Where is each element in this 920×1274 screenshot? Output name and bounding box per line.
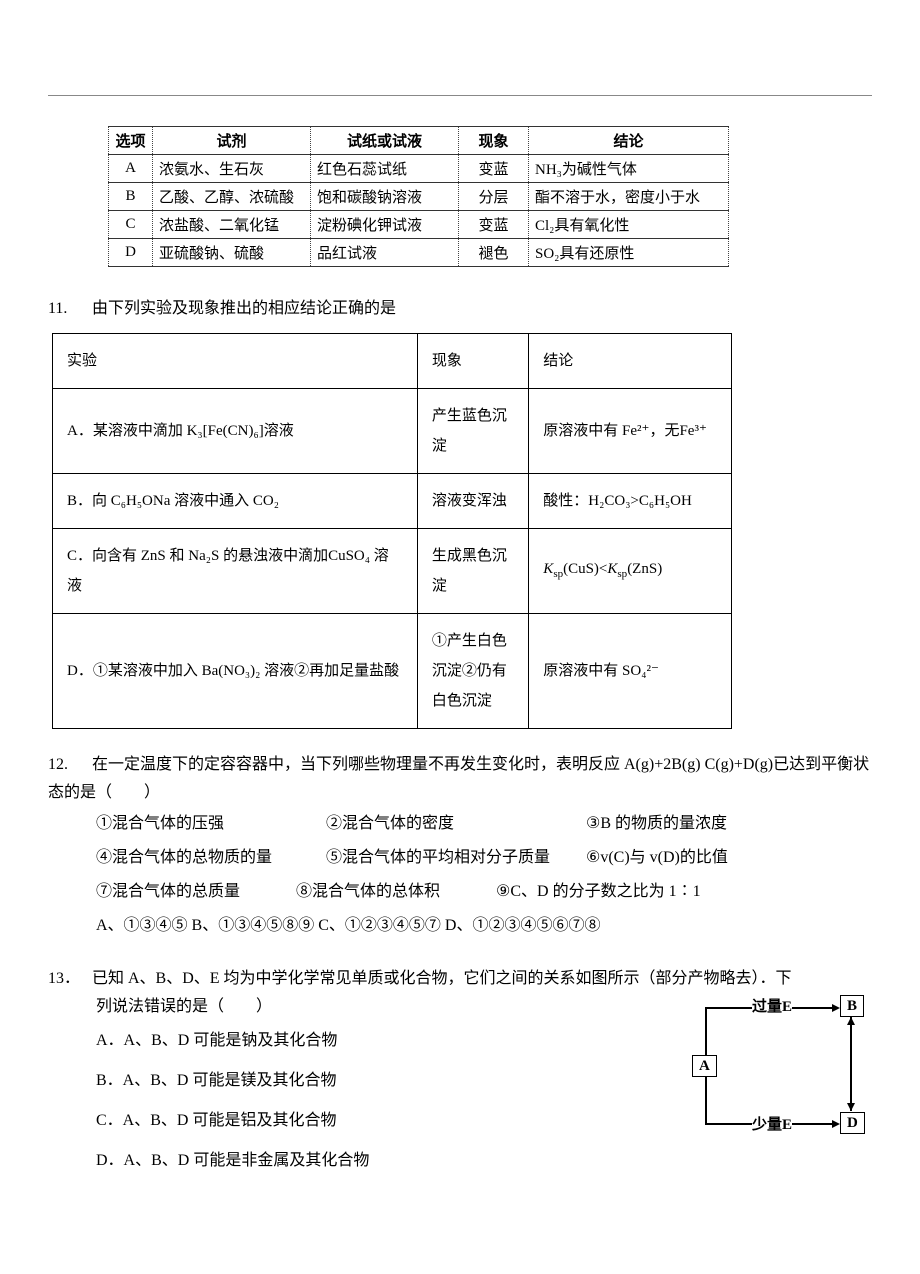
diagram-label-top: 过量E [752,993,792,1021]
table-row: A．某溶液中滴加 K₃[Fe(CN)₆]溶液产生蓝色沉淀原溶液中有 Fe²⁺，无… [53,389,732,474]
lab-cell-exp: A．某溶液中滴加 K₃[Fe(CN)₆]溶液 [53,389,418,474]
q13-choice-D: D．A、B、D 可能是非金属及其化合物 [96,1141,672,1181]
q11-stem: 由下列实验及现象推出的相应结论正确的是 [92,300,396,317]
table-row: D亚硫酸钠、硫酸品红试液褪色SO₂具有还原性 [109,239,729,267]
scan-cell: D [109,239,153,267]
q12-item-7: ⑦混合气体的总质量 [96,875,296,909]
scan-cell: Cl₂具有氧化性 [529,211,729,239]
table-row: B乙酸、乙醇、浓硫酸饱和碳酸钠溶液分层酯不溶于水，密度小于水 [109,183,729,211]
table-row: B．向 C₆H₅ONa 溶液中通入 CO₂溶液变浑浊酸性：H₂CO₃>C₆H₅O… [53,474,732,529]
q12-num: 12. [48,751,92,779]
lab-cell-exp: B．向 C₆H₅ONa 溶液中通入 CO₂ [53,474,418,529]
scan-cell: 淀粉碘化钾试液 [311,211,459,239]
scan-cell: 变蓝 [459,211,529,239]
scan-header-cell: 试剂 [153,127,311,155]
scan-cell: 分层 [459,183,529,211]
page: 选项试剂试纸或试液现象结论A浓氨水、生石灰红色石蕊试纸变蓝NH₃为碱性气体B乙酸… [0,0,920,1243]
q12-item-8: ⑧混合气体的总体积 [296,875,496,909]
lab-cell-phen: 生成黑色沉淀 [417,529,528,614]
scan-header-cell: 试纸或试液 [311,127,459,155]
scan-cell: B [109,183,153,211]
q13-text: 列说法错误的是（ ） A．A、B、D 可能是钠及其化合物 B．A、B、D 可能是… [48,993,672,1181]
q12-item-6: ⑥v(C)与 v(D)的比值 [586,841,816,875]
scan-cell: 浓氨水、生石灰 [153,155,311,183]
lab-cell-phen: ①产生白色沉淀②仍有白色沉淀 [417,614,528,729]
q13-stem-line2: 列说法错误的是（ ） [96,993,672,1021]
q12-stem: 在一定温度下的定容容器中，当下列哪些物理量不再发生变化时，表明反应 A(g)+2… [48,756,869,801]
question-11: 11.由下列实验及现象推出的相应结论正确的是 实验现象结论A．某溶液中滴加 K₃… [48,295,872,729]
top-rule [48,95,872,96]
lab-cell-conc: 原溶液中有 SO₄²⁻ [529,614,732,729]
q12-item-9: ⑨C、D 的分子数之比为 1∶1 [496,875,701,909]
q13-choice-C: C．A、B、D 可能是铝及其化合物 [96,1101,672,1141]
q12-choices: A、①③④⑤ B、①③④⑤⑧⑨ C、①②③④⑤⑦ D、①②③④⑤⑥⑦⑧ [96,909,872,943]
scan-header-cell: 现象 [459,127,529,155]
scan-cell: 红色石蕊试纸 [311,155,459,183]
table-row: C．向含有 ZnS 和 Na₂S 的悬浊液中滴加CuSO₄ 溶液生成黑色沉淀Ks… [53,529,732,614]
lab-cell-conc: Ksp(CuS)<Ksp(ZnS) [529,529,732,614]
scan-header-cell: 结论 [529,127,729,155]
scan-cell: C [109,211,153,239]
lab-cell-exp: C．向含有 ZnS 和 Na₂S 的悬浊液中滴加CuSO₄ 溶液 [53,529,418,614]
lab-cell-conc: 酸性：H₂CO₃>C₆H₅OH [529,474,732,529]
lab-cell-phen: 产生蓝色沉淀 [417,389,528,474]
q11-table-wrap: 实验现象结论A．某溶液中滴加 K₃[Fe(CN)₆]溶液产生蓝色沉淀原溶液中有 … [52,333,872,729]
table-row: D．①某溶液中加入 Ba(NO₃)₂ 溶液②再加足量盐酸①产生白色沉淀②仍有白色… [53,614,732,729]
scan-cell: 乙酸、乙醇、浓硫酸 [153,183,311,211]
lab-cell-conc: 原溶液中有 Fe²⁺，无Fe³⁺ [529,389,732,474]
diagram-node-B: B [840,995,864,1017]
question-12: 12.在一定温度下的定容容器中，当下列哪些物理量不再发生变化时，表明反应 A(g… [48,751,872,943]
scan-cell: 饱和碳酸钠溶液 [311,183,459,211]
scan-table-wrap: 选项试剂试纸或试液现象结论A浓氨水、生石灰红色石蕊试纸变蓝NH₃为碱性气体B乙酸… [108,126,872,267]
q13-choice-B: B．A、B、D 可能是镁及其化合物 [96,1061,672,1101]
q11-table: 实验现象结论A．某溶液中滴加 K₃[Fe(CN)₆]溶液产生蓝色沉淀原溶液中有 … [52,333,732,729]
scan-cell: 亚硫酸钠、硫酸 [153,239,311,267]
q12-item-2: ②混合气体的密度 [326,807,586,841]
lab-cell-exp: D．①某溶液中加入 Ba(NO₃)₂ 溶液②再加足量盐酸 [53,614,418,729]
q12-item-3: ③B 的物质的量浓度 [586,807,816,841]
diagram-node-D: D [840,1112,865,1134]
lab-header-cell: 结论 [529,334,732,389]
scan-header-cell: 选项 [109,127,153,155]
scan-cell: NH₃为碱性气体 [529,155,729,183]
q12-item-4: ④混合气体的总物质的量 [96,841,326,875]
question-13: 13．已知 A、B、D、E 均为中学化学常见单质或化合物，它们之间的关系如图所示… [48,965,872,1181]
scan-cell: 品红试液 [311,239,459,267]
scan-cell: 褪色 [459,239,529,267]
lab-header-cell: 实验 [53,334,418,389]
q11-num: 11. [48,295,92,323]
scan-cell: 酯不溶于水，密度小于水 [529,183,729,211]
scan-table: 选项试剂试纸或试液现象结论A浓氨水、生石灰红色石蕊试纸变蓝NH₃为碱性气体B乙酸… [108,126,729,267]
q13-diagram: A B D 过量E 少量E [672,995,872,1147]
table-row: C浓盐酸、二氧化锰淀粉碘化钾试液变蓝Cl₂具有氧化性 [109,211,729,239]
table-row: A浓氨水、生石灰红色石蕊试纸变蓝NH₃为碱性气体 [109,155,729,183]
q13-num: 13． [48,965,92,993]
lab-header-cell: 现象 [417,334,528,389]
q12-item-5: ⑤混合气体的平均相对分子质量 [326,841,586,875]
diagram-node-A: A [692,1055,717,1077]
scan-cell: A [109,155,153,183]
scan-cell: SO₂具有还原性 [529,239,729,267]
lab-cell-phen: 溶液变浑浊 [417,474,528,529]
q12-item-1: ①混合气体的压强 [96,807,326,841]
q13-choices: A．A、B、D 可能是钠及其化合物 B．A、B、D 可能是镁及其化合物 C．A、… [96,1021,672,1181]
q13-choice-A: A．A、B、D 可能是钠及其化合物 [96,1021,672,1061]
q13-stem-line1: 已知 A、B、D、E 均为中学化学常见单质或化合物，它们之间的关系如图所示（部分… [92,970,792,987]
scan-cell: 变蓝 [459,155,529,183]
diagram-label-bottom: 少量E [752,1111,792,1139]
q12-options: ①混合气体的压强 ②混合气体的密度 ③B 的物质的量浓度 ④混合气体的总物质的量… [96,807,872,943]
scan-cell: 浓盐酸、二氧化锰 [153,211,311,239]
